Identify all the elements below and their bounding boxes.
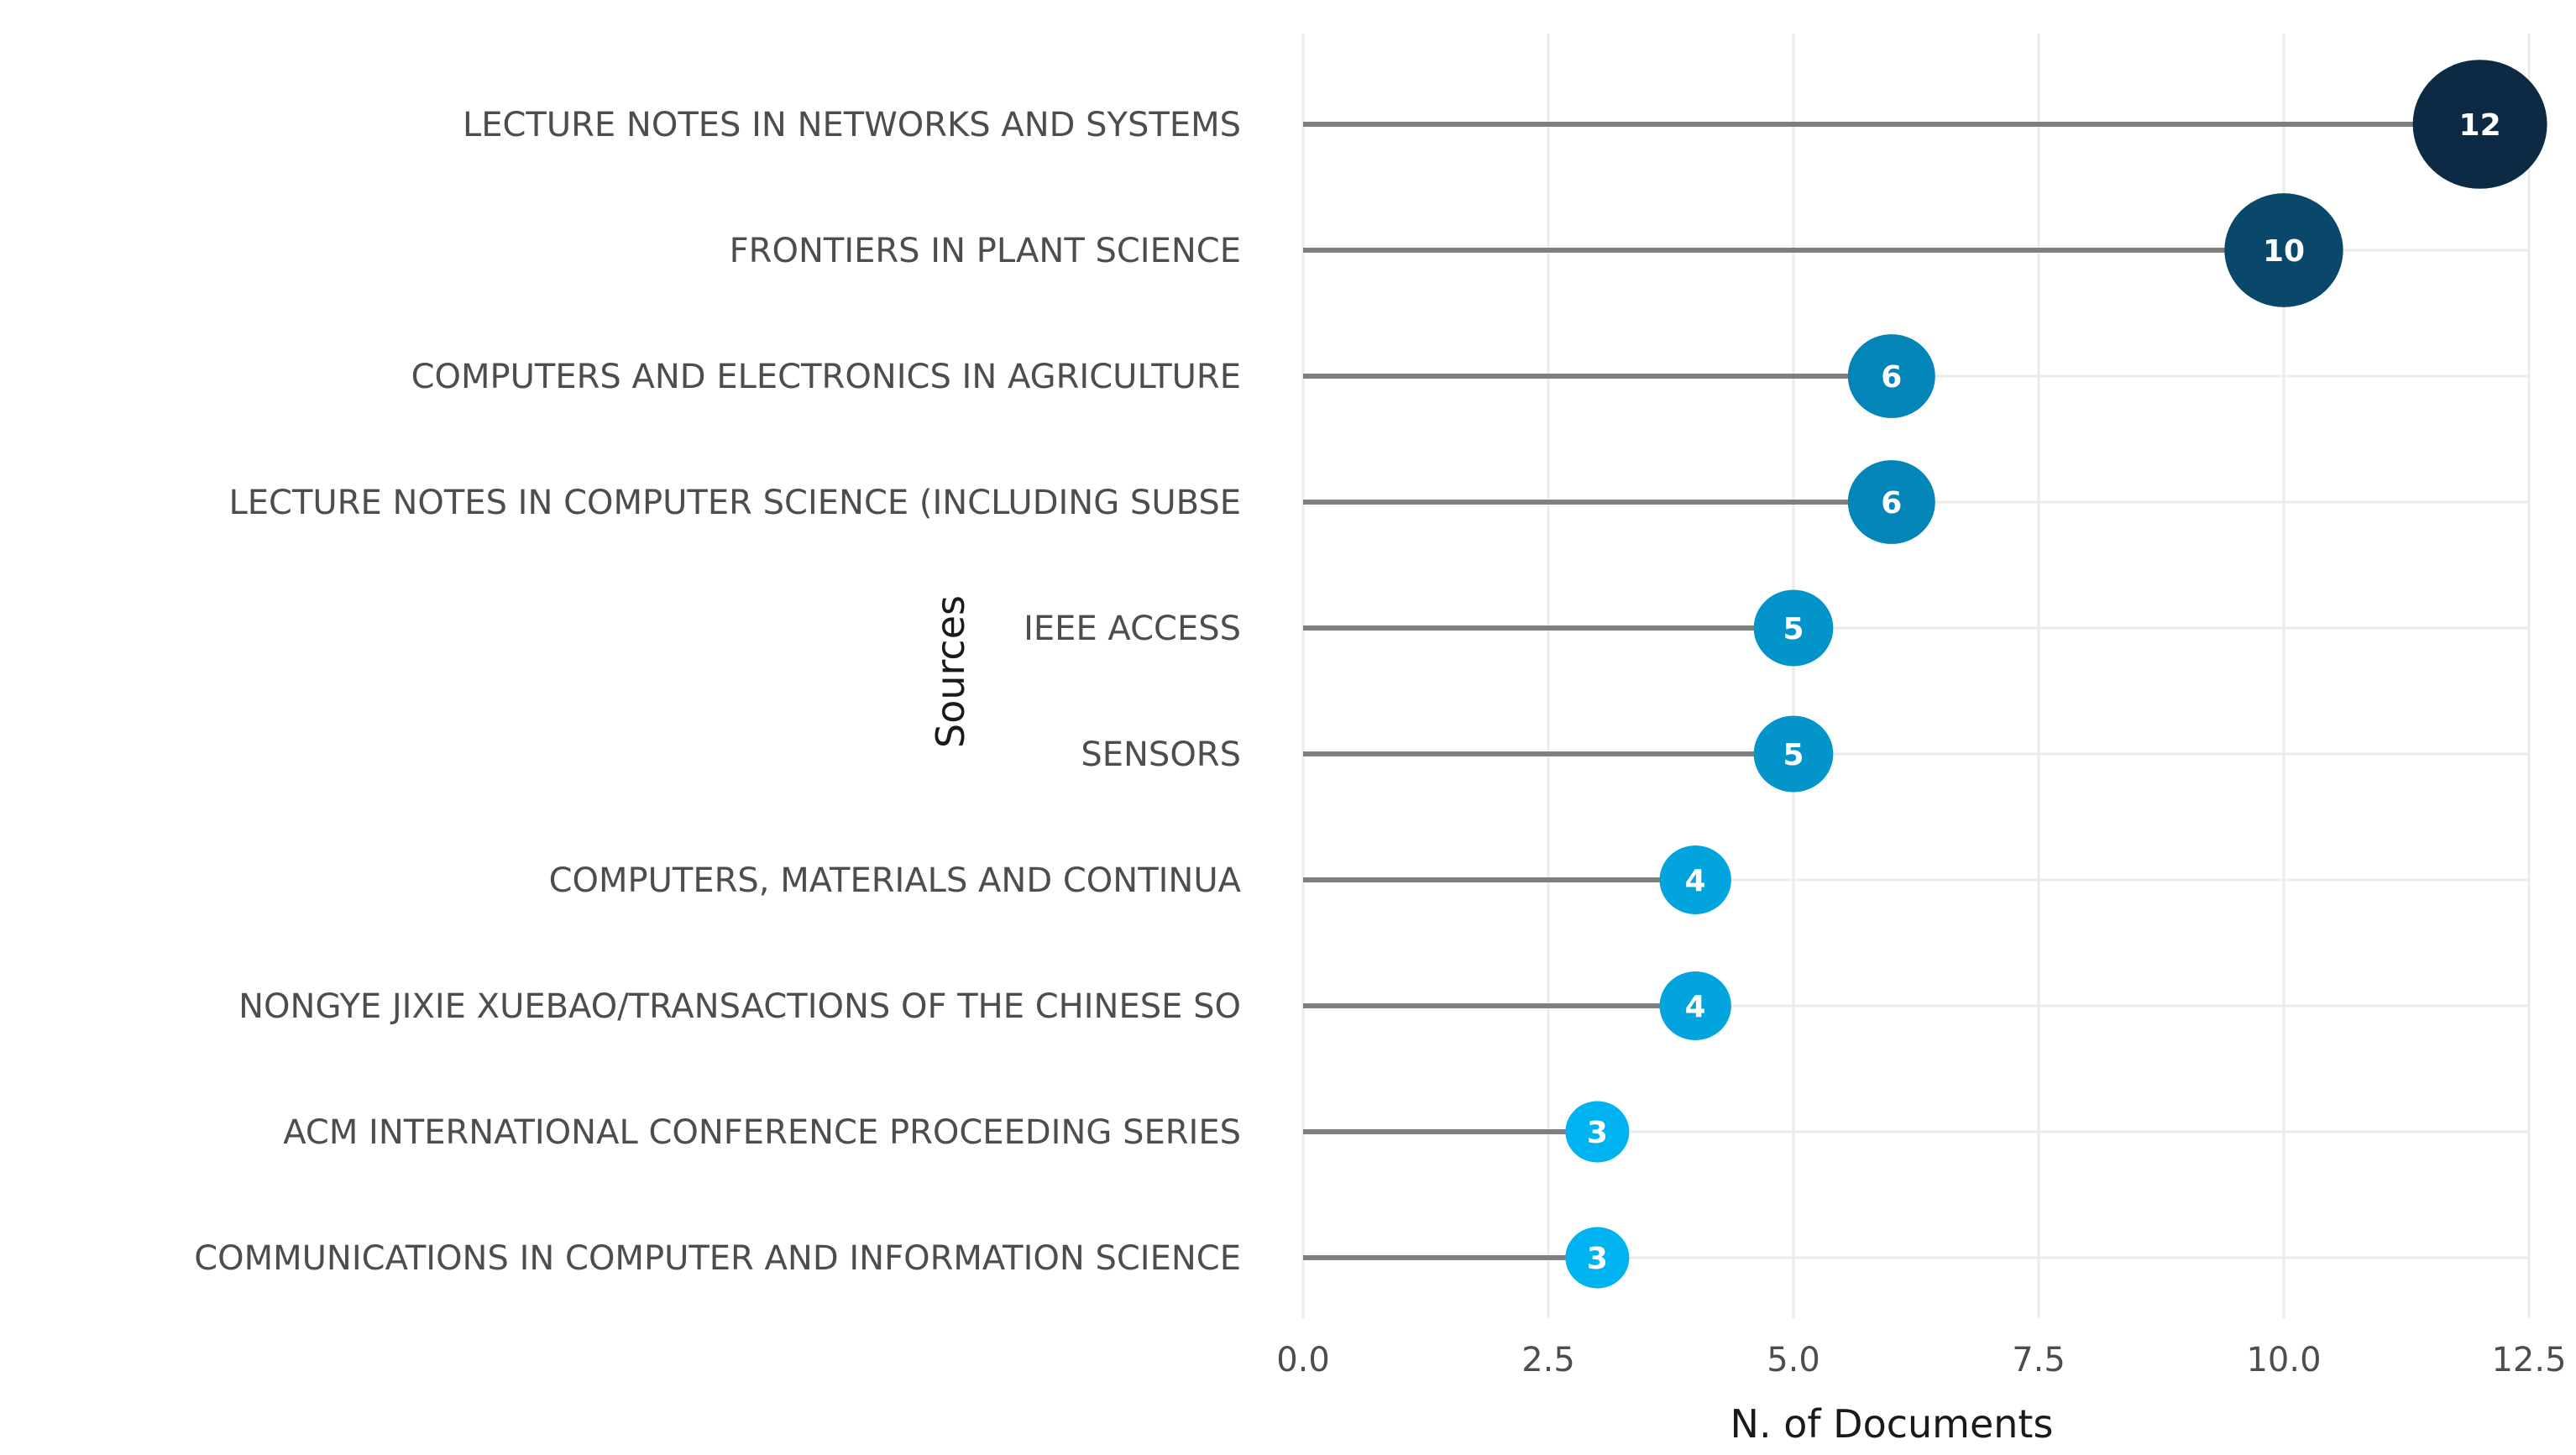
lollipop-dot[interactable] — [1659, 971, 1731, 1040]
dot-layer: 12 10 6 6 5 5 4 4 3 3 — [1565, 60, 2547, 1289]
x-tick-label: 5.0 — [1767, 1341, 1820, 1379]
value-label: 5 — [1783, 738, 1804, 772]
value-label: 10 — [2263, 234, 2305, 269]
value-label: 6 — [1881, 486, 1902, 521]
lollipop-dot[interactable] — [1659, 845, 1731, 914]
lollipop-dot[interactable] — [1565, 1101, 1630, 1163]
value-label: 4 — [1685, 990, 1706, 1024]
x-tick-label: 7.5 — [2012, 1341, 2066, 1379]
category-label: NONGYE JIXIE XUEBAO/TRANSACTIONS OF THE … — [238, 987, 1241, 1026]
stem-layer — [1303, 122, 2480, 1260]
x-tick-label: 10.0 — [2246, 1341, 2321, 1379]
category-label: IEEE ACCESS — [1024, 610, 1241, 648]
y-axis-title: Sources — [928, 595, 973, 748]
value-label: 12 — [2459, 108, 2501, 143]
category-label: COMPUTERS, MATERIALS AND CONTINUA — [549, 861, 1242, 900]
x-axis-title: N. of Documents — [1730, 1401, 2054, 1447]
lollipop-dot[interactable] — [1753, 715, 1834, 793]
x-tick-layer: 0.0 2.5 5.0 7.5 10.0 12.5 — [1276, 1341, 2566, 1379]
lollipop-dot[interactable] — [1565, 1227, 1630, 1289]
lollipop-dot[interactable] — [1847, 334, 1935, 418]
x-tick-label: 12.5 — [2491, 1341, 2566, 1379]
lollipop-dot[interactable] — [1753, 589, 1834, 667]
value-label: 6 — [1881, 360, 1902, 395]
lollipop-dot[interactable] — [1847, 460, 1935, 544]
value-label: 4 — [1685, 864, 1706, 898]
category-label: COMPUTERS AND ELECTRONICS IN AGRICULTURE — [411, 358, 1241, 396]
x-tick-label: 0.0 — [1276, 1341, 1330, 1379]
lollipop-dot[interactable] — [2224, 193, 2343, 307]
category-label: COMMUNICATIONS IN COMPUTER AND INFORMATI… — [194, 1239, 1241, 1278]
value-label: 5 — [1783, 612, 1804, 646]
value-label: 3 — [1587, 1116, 1608, 1150]
category-label: SENSORS — [1081, 735, 1241, 774]
category-label: ACM INTERNATIONAL CONFERENCE PROCEEDING … — [283, 1113, 1241, 1152]
label-layer: LECTURE NOTES IN NETWORKS AND SYSTEMS FRO… — [194, 106, 1241, 1278]
category-label: FRONTIERS IN PLANT SCIENCE — [730, 232, 1241, 270]
x-tick-label: 2.5 — [1521, 1341, 1575, 1379]
grid-layer — [1301, 34, 2531, 1318]
lollipop-dot[interactable] — [2412, 60, 2547, 189]
value-label: 3 — [1587, 1242, 1608, 1276]
category-label: LECTURE NOTES IN COMPUTER SCIENCE (INCLU… — [228, 484, 1241, 522]
category-label: LECTURE NOTES IN NETWORKS AND SYSTEMS — [463, 106, 1241, 144]
